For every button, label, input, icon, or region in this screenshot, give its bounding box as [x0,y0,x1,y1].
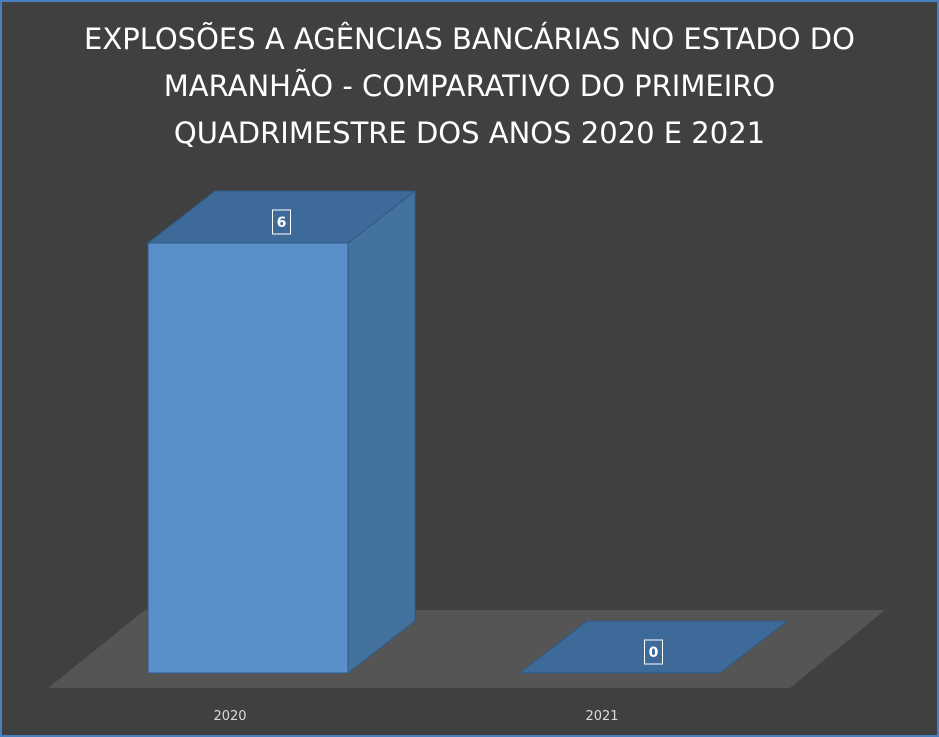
x-tick-label: 2020 [213,709,246,724]
chart-title: EXPLOSÕES A AGÊNCIAS BANCÁRIAS NO ESTADO… [84,22,855,150]
data-label-box [272,209,291,235]
bar-side [347,189,416,675]
x-tick-label: 2021 [585,709,618,724]
data-label: 0 [649,645,659,661]
data-label-box [644,639,663,665]
bar [146,189,417,675]
bar-front [147,242,349,674]
data-label: 6 [277,215,287,231]
